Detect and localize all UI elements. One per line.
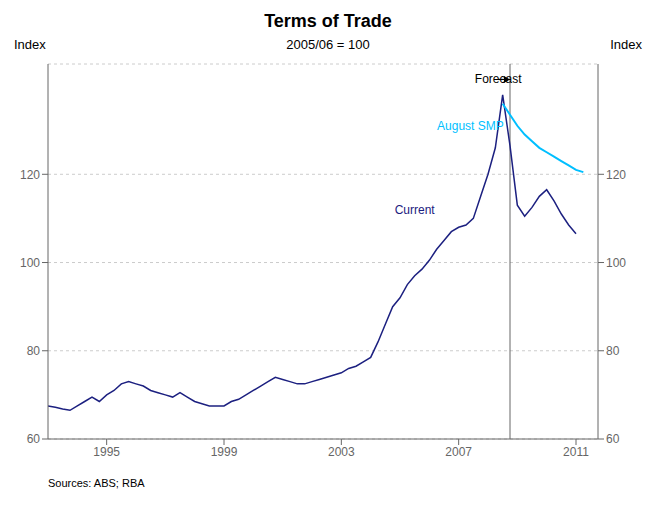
svg-text:Current: Current <box>395 203 436 217</box>
svg-text:80: 80 <box>27 344 41 358</box>
svg-text:100: 100 <box>20 256 40 270</box>
svg-text:120: 120 <box>20 168 40 182</box>
svg-text:1999: 1999 <box>211 445 238 459</box>
html-text:Index: Index <box>610 36 642 52</box>
svg-text:2007: 2007 <box>445 445 472 459</box>
html-text:Sources: ABS; RBA: Sources: ABS; RBA <box>48 477 145 489</box>
svg-text:80: 80 <box>606 344 620 358</box>
svg-text:60: 60 <box>27 432 41 446</box>
svg-text:120: 120 <box>606 168 626 182</box>
svg-text:60: 60 <box>606 432 620 446</box>
html-text:Index: Index <box>14 36 46 52</box>
svg-text:2011: 2011 <box>563 445 589 459</box>
svg-text:2003: 2003 <box>328 445 355 459</box>
svg-text:100: 100 <box>606 256 626 270</box>
html-text:Terms of Trade: Terms of Trade <box>264 11 392 31</box>
svg-text:August SMP: August SMP <box>437 119 504 133</box>
html-text:2005/06 = 100: 2005/06 = 100 <box>286 36 370 52</box>
svg-text:1995: 1995 <box>93 445 120 459</box>
svg-text:Forecast: Forecast <box>475 72 522 86</box>
